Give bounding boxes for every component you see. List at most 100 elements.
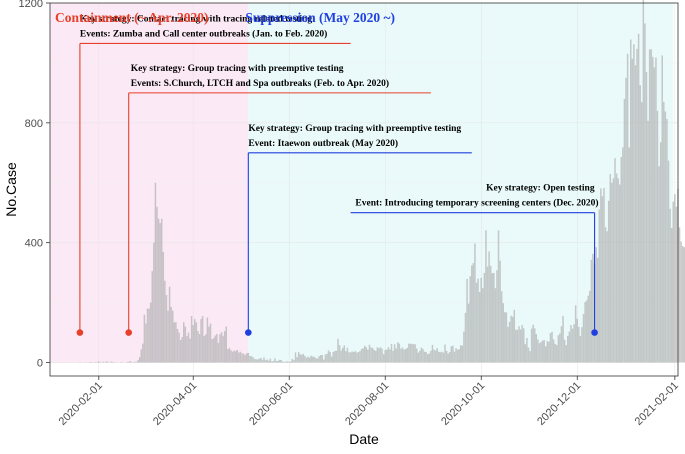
case-bar — [244, 355, 246, 362]
case-bar — [455, 348, 457, 362]
case-bar — [307, 357, 309, 363]
case-bar — [468, 304, 470, 363]
y-tick-label-2: 800 — [25, 118, 43, 130]
case-bar — [553, 339, 555, 362]
case-bar — [597, 258, 599, 363]
annotation-events-2: Event: Itaewon outbreak (May 2020) — [248, 138, 398, 149]
case-bar — [545, 346, 547, 362]
case-bar — [655, 58, 657, 363]
case-bar — [422, 349, 424, 362]
case-bar — [355, 351, 357, 362]
case-bar — [671, 228, 673, 363]
case-bar — [457, 350, 459, 363]
case-bar — [325, 354, 327, 362]
case-bar — [172, 311, 174, 363]
case-bar — [581, 327, 583, 362]
case-bar — [166, 295, 168, 362]
case-bar — [666, 119, 668, 363]
case-bar — [454, 352, 456, 363]
case-bar — [399, 344, 401, 363]
case-bar — [391, 344, 393, 363]
case-bar — [285, 362, 287, 363]
case-bar — [471, 265, 473, 362]
case-bar — [107, 362, 109, 363]
case-bar — [191, 316, 193, 362]
case-bar — [282, 362, 284, 363]
case-bar — [375, 351, 377, 363]
case-bar — [569, 332, 571, 363]
case-bar — [240, 352, 242, 363]
case-bar — [611, 183, 613, 363]
case-bar — [636, 49, 638, 363]
case-bar — [444, 345, 446, 363]
case-bar — [515, 330, 517, 363]
case-bar — [573, 324, 575, 362]
case-bar — [380, 347, 382, 362]
case-bar — [344, 345, 346, 362]
case-bar — [263, 357, 265, 362]
case-bar — [451, 346, 453, 362]
case-bar — [668, 161, 670, 363]
case-bar — [496, 270, 498, 362]
case-bar — [452, 346, 454, 363]
case-bar — [479, 292, 481, 362]
case-bar — [578, 327, 580, 363]
case-bar — [441, 352, 443, 363]
case-bar — [126, 362, 128, 363]
case-bar — [529, 351, 531, 362]
case-bar — [558, 335, 560, 362]
case-bar — [425, 352, 427, 362]
case-bar — [682, 246, 684, 363]
case-bar — [600, 188, 602, 362]
case-bar — [556, 345, 558, 362]
case-bar — [299, 354, 301, 362]
case-bar — [370, 348, 372, 363]
case-bar — [402, 348, 404, 363]
case-bar — [197, 331, 199, 362]
case-bar — [265, 360, 267, 362]
case-bar — [672, 202, 674, 363]
case-bar — [177, 329, 179, 363]
case-bar — [418, 353, 420, 363]
case-bar — [586, 300, 588, 362]
case-bar — [290, 361, 292, 362]
case-bar — [392, 351, 394, 363]
case-bar — [211, 339, 213, 362]
case-bar — [155, 183, 157, 363]
case-bar — [595, 247, 597, 362]
case-bar — [521, 325, 523, 362]
case-bar — [229, 348, 231, 363]
case-bar — [207, 318, 209, 363]
case-bar — [488, 251, 490, 362]
case-bar — [602, 196, 604, 362]
case-bar — [510, 316, 512, 363]
case-bar — [252, 357, 254, 362]
case-bar — [619, 185, 621, 363]
case-bar — [203, 336, 205, 362]
case-bar — [639, 85, 641, 362]
case-bar — [174, 322, 176, 362]
case-bar — [550, 333, 552, 362]
case-bar — [562, 316, 564, 362]
case-bar — [395, 348, 397, 362]
case-bar — [310, 356, 312, 363]
case-bar — [526, 338, 528, 363]
case-bar — [222, 336, 224, 363]
case-bar — [322, 355, 324, 362]
case-bar — [295, 352, 297, 362]
case-bar — [362, 348, 364, 362]
case-bar — [430, 351, 432, 363]
phase-title-suppression: Suppression (May 2020 ~) — [245, 10, 395, 25]
case-bar — [199, 334, 201, 362]
case-bar — [614, 158, 616, 362]
case-bar — [358, 352, 360, 362]
case-bar — [570, 325, 572, 362]
case-bar — [227, 349, 229, 362]
case-bar — [178, 333, 180, 363]
case-bar — [150, 303, 152, 363]
case-bar — [337, 339, 339, 363]
case-bar — [605, 227, 607, 362]
case-bar — [564, 340, 566, 363]
case-bar — [480, 278, 482, 363]
